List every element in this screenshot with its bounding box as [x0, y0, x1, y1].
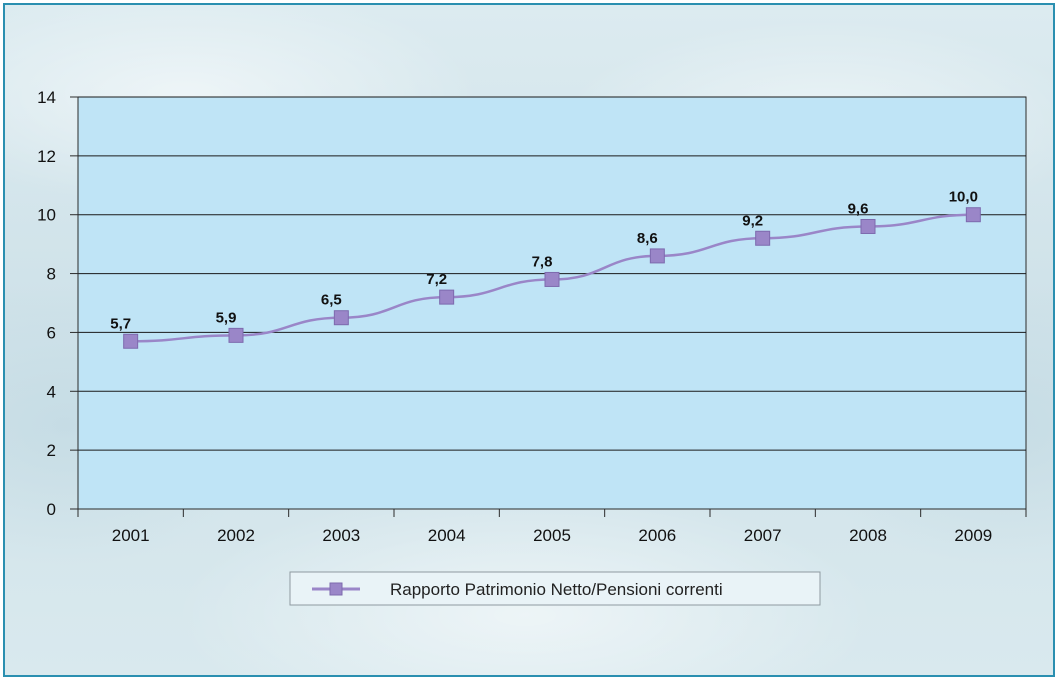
x-tick-label: 2008	[849, 526, 887, 545]
x-tick-label: 2007	[744, 526, 782, 545]
data-point-marker	[333, 310, 349, 326]
y-tick-label: 2	[47, 441, 56, 460]
y-tick-label: 12	[37, 147, 56, 166]
x-axis: 2001 2002 2003 2004 2005 2006 2007 2008 2009	[77, 508, 1027, 545]
data-point-marker	[123, 333, 139, 349]
series-layer: 5,7 5,9 6,5 7,2 7,8 8,6 9,2 9,6 10,0	[110, 189, 981, 349]
gridlines	[78, 96, 1026, 451]
plot-area	[77, 96, 1027, 510]
y-tick-label: 14	[37, 88, 56, 107]
data-label: 9,6	[848, 200, 869, 217]
legend: Rapporto Patrimonio Netto/Pensioni corre…	[289, 571, 821, 606]
x-tick-label: 2002	[217, 526, 255, 545]
data-label: 8,6	[637, 230, 658, 247]
y-tick-label: 8	[47, 265, 56, 284]
y-tick-label: 10	[37, 206, 56, 225]
legend-box	[289, 571, 821, 606]
legend-label: Rapporto Patrimonio Netto/Pensioni corre…	[390, 580, 723, 599]
data-label: 7,8	[532, 253, 553, 270]
data-point-marker	[228, 327, 244, 343]
data-point-marker	[755, 230, 771, 246]
data-label: 9,2	[742, 212, 763, 229]
data-point-marker	[649, 248, 665, 264]
data-point-marker	[544, 271, 560, 287]
data-label: 6,5	[321, 292, 342, 309]
data-point-marker	[965, 207, 981, 223]
x-tick-label: 2009	[954, 526, 992, 545]
data-label: 10,0	[949, 189, 978, 206]
legend-marker-swatch	[329, 582, 343, 596]
data-point-marker	[439, 289, 455, 305]
x-tick-label: 2001	[112, 526, 150, 545]
x-tick-label: 2004	[428, 526, 466, 545]
data-label: 5,9	[216, 309, 237, 326]
y-tick-label: 6	[47, 323, 56, 342]
data-point-marker	[860, 218, 876, 234]
data-label: 7,2	[426, 271, 447, 288]
y-tick-label: 4	[47, 382, 56, 401]
x-tick-label: 2005	[533, 526, 571, 545]
y-tick-label: 0	[47, 500, 56, 519]
x-tick-label: 2006	[638, 526, 676, 545]
data-label: 5,7	[110, 315, 131, 332]
y-axis: 0 2 4 6 8 10 12 14	[37, 88, 79, 519]
x-tick-label: 2003	[322, 526, 360, 545]
